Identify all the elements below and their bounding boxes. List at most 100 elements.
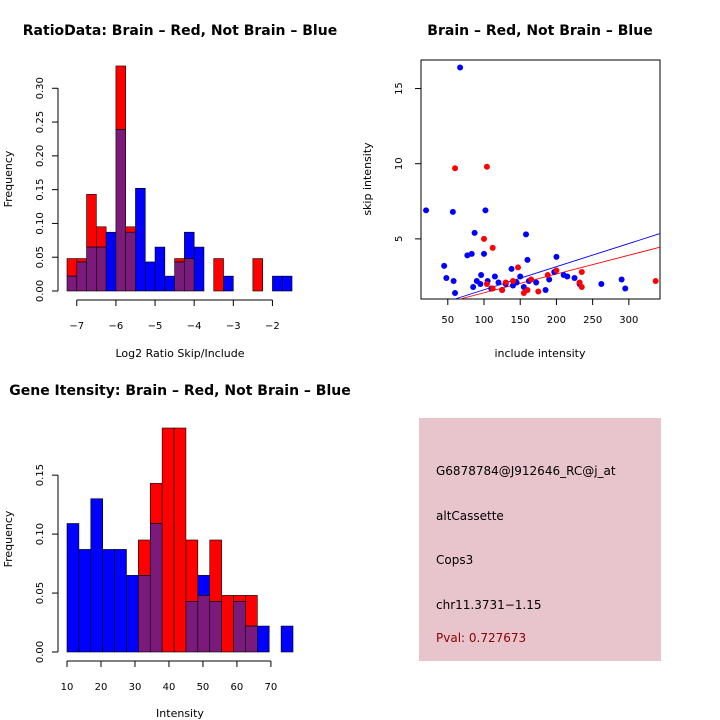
intensity-bar-overlap	[233, 601, 246, 653]
scatter-point-not-brain	[477, 280, 484, 287]
scatter-point-not-brain	[443, 274, 450, 281]
scatter-point-not-brain	[618, 276, 625, 283]
scatter-point-not-brain	[470, 283, 477, 290]
ratio-bar-overlap	[125, 231, 136, 292]
ratio-bar-brain	[76, 258, 87, 263]
scatter-point-brain	[544, 271, 551, 278]
ratio-bar-overlap	[174, 261, 185, 292]
ratio-bar-brain	[86, 194, 97, 248]
ratio-bar-not-brain	[105, 231, 117, 292]
scatter-point-brain	[515, 264, 522, 271]
event-type: altCassette	[436, 509, 504, 523]
scatter-x-tick-label: 300	[619, 315, 638, 326]
ratio-bar-brain	[125, 226, 136, 233]
scatter-axes: 5 10 15 50 100 150 200 250 300	[394, 82, 638, 326]
scatter-point-not-brain	[441, 262, 448, 269]
scatter-point-not-brain	[478, 271, 485, 278]
intensity-x-tick-label: 10	[61, 682, 74, 693]
intensity-y-tick-label: 0.15	[35, 464, 46, 486]
scatter-x-tick-label: 100	[474, 315, 493, 326]
scatter-point-not-brain	[571, 274, 578, 281]
scatter-point-not-brain	[509, 282, 516, 289]
scatter-point-not-brain	[457, 64, 464, 71]
intensity-bar-brain	[149, 483, 163, 524]
scatter-point-not-brain	[449, 208, 456, 215]
scatter-plot-frame	[420, 59, 661, 300]
intensity-bar-brain	[138, 539, 151, 576]
scatter-point-not-brain	[622, 285, 629, 292]
intensity-scatter: Brain – Red, Not Brain – Blue 5 10 15 50 100…	[361, 23, 661, 360]
ratio-bar-overlap	[184, 258, 195, 292]
scatter-point-not-brain	[482, 207, 489, 214]
intensity-title: Gene Itensity: Brain – Red, Not Brain – …	[9, 383, 351, 399]
scatter-x-tick-label: 50	[441, 315, 454, 326]
intensity-bar-brain	[161, 427, 175, 653]
intensity-y-tick-label: 0.05	[35, 582, 46, 604]
intensity-bar-not-brain	[78, 549, 92, 653]
chromosome-location: chr11.3731−1.15	[436, 598, 542, 612]
ratio-bar-not-brain	[281, 275, 293, 292]
ratio-bar-brain	[66, 258, 78, 277]
ratio-axes: 0.00 0.05 0.10 0.15 0.20 0.25 0.30 −7 −6 −5 −4 −3 −2	[35, 77, 280, 332]
scatter-point-brain	[509, 277, 516, 284]
scatter-point-not-brain	[491, 273, 498, 280]
intensity-y-tick-label: 0.10	[35, 523, 46, 545]
ratio-bar-brain	[174, 258, 185, 263]
probe-info-panel: G6878784@J912646_RC@j_at altCassette Cop…	[419, 418, 661, 661]
scatter-y-tick-label: 10	[394, 157, 405, 170]
intensity-bar-brain	[245, 595, 258, 627]
ratio-y-tick-label: 0.00	[35, 280, 46, 302]
scatter-point-not-brain	[468, 250, 475, 257]
pval-text: Pval: 0.727673	[436, 631, 527, 645]
scatter-point-brain	[528, 276, 535, 283]
scatter-point-not-brain	[553, 253, 560, 260]
scatter-point-not-brain	[542, 286, 549, 293]
intensity-bar-not-brain	[126, 575, 139, 653]
ratio-bar-not-brain	[184, 231, 195, 259]
scatter-point-brain	[489, 285, 496, 292]
probe-id: G6878784@J912646_RC@j_at	[436, 464, 616, 478]
scatter-x-tick-label: 200	[547, 315, 566, 326]
intensity-bar-not-brain	[280, 625, 294, 653]
ratio-y-tick-label: 0.20	[35, 145, 46, 167]
intensity-bar-not-brain	[257, 625, 270, 653]
scatter-point-not-brain	[495, 279, 502, 286]
scatter-point-brain	[489, 244, 496, 251]
intensity-bar-brain	[185, 539, 199, 602]
intensity-bar-overlap	[185, 601, 199, 653]
scatter-point-brain	[452, 165, 459, 172]
scatter-point-brain	[553, 267, 560, 274]
ratio-bar-not-brain	[223, 275, 234, 292]
intensity-x-tick-label: 70	[265, 682, 278, 693]
ratio-bar-overlap	[115, 129, 126, 292]
scatter-point-not-brain	[564, 273, 571, 280]
intensity-bar-overlap	[138, 575, 151, 653]
intensity-bar-brain	[233, 595, 246, 602]
intensity-bar-not-brain	[66, 523, 80, 653]
intensity-x-tick-label: 40	[163, 682, 176, 693]
intensity-bar-not-brain	[90, 498, 103, 653]
intensity-bar-overlap	[209, 601, 222, 653]
ratio-bar-brain	[96, 226, 107, 248]
scatter-title: Brain – Red, Not Brain – Blue	[427, 23, 652, 39]
scatter-point-not-brain	[533, 279, 540, 286]
intensity-bars	[66, 427, 294, 653]
scatter-point-not-brain	[523, 231, 530, 238]
ratio-x-tick-label: −7	[69, 321, 84, 332]
scatter-y-tick-label: 5	[394, 236, 405, 242]
gene-intensity-histogram: Gene Itensity: Brain – Red, Not Brain – …	[2, 383, 351, 720]
ratio-bar-overlap	[96, 246, 107, 292]
scatter-point-brain	[483, 280, 490, 287]
ratio-bar-overlap	[66, 275, 78, 292]
ratio-x-tick-label: −3	[226, 321, 241, 332]
ratio-y-tick-label: 0.10	[35, 212, 46, 234]
intensity-y-tick-label: 0.00	[35, 641, 46, 663]
intensity-ylabel: Frequency	[2, 510, 15, 567]
ratio-histogram: RatioData: Brain – Red, Not Brain – Blue…	[2, 23, 337, 360]
ratio-y-tick-label: 0.25	[35, 111, 46, 133]
scatter-point-brain	[483, 163, 490, 170]
intensity-axes: 0.00 0.05 0.10 0.15 10 20 30 40 50 60 70	[35, 464, 277, 693]
scatter-point-not-brain	[546, 276, 553, 283]
intensity-bar-not-brain	[102, 549, 115, 653]
